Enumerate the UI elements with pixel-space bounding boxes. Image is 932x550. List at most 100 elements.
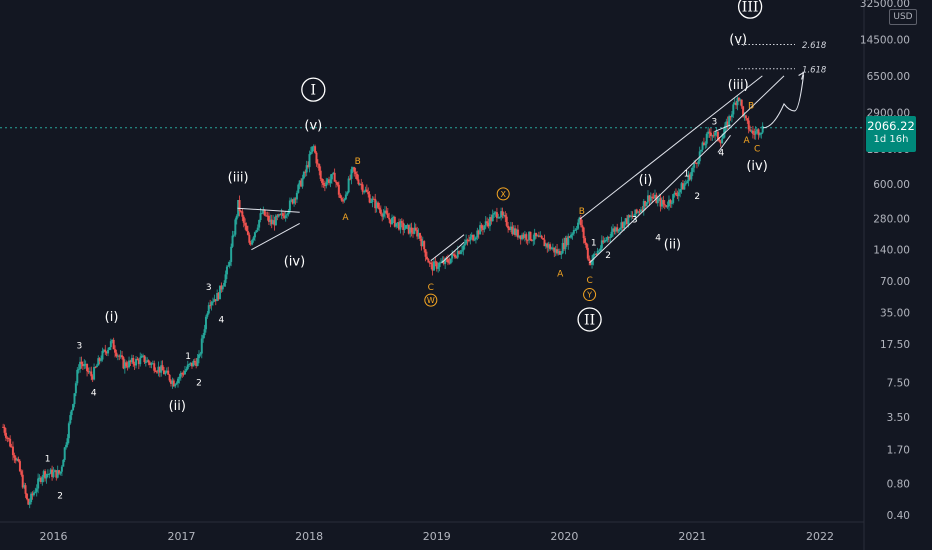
candle-body bbox=[213, 299, 216, 302]
candle-body bbox=[101, 350, 104, 360]
candle-body bbox=[93, 367, 96, 380]
wave-label-circle bbox=[577, 307, 602, 332]
candle-body bbox=[465, 239, 468, 244]
candle-body bbox=[522, 234, 525, 238]
candle-body bbox=[228, 261, 231, 266]
candle-body bbox=[336, 182, 339, 185]
candle-body bbox=[287, 210, 290, 215]
candle-body bbox=[337, 184, 340, 195]
wave-label: 2 bbox=[57, 491, 63, 501]
wave-label: (i) bbox=[639, 173, 653, 188]
candle-body bbox=[126, 366, 129, 368]
candle-body bbox=[680, 183, 683, 190]
candle-body bbox=[267, 215, 270, 222]
candle-body bbox=[458, 251, 461, 254]
candle-body bbox=[631, 215, 634, 217]
candle-body bbox=[235, 215, 238, 220]
candle-body bbox=[170, 380, 173, 384]
candle-body bbox=[9, 438, 12, 447]
candle-body bbox=[624, 218, 627, 222]
triangle-upper-line bbox=[237, 207, 300, 213]
candle-body bbox=[453, 254, 456, 258]
candle-body bbox=[540, 235, 543, 239]
candle-body bbox=[549, 244, 552, 250]
candle-body bbox=[456, 251, 459, 258]
wave-label: 2 bbox=[694, 192, 700, 202]
candle-body bbox=[311, 146, 314, 152]
candle-body bbox=[197, 354, 200, 359]
candle-body bbox=[209, 305, 212, 307]
candle-body bbox=[283, 215, 286, 219]
candle-body bbox=[726, 121, 729, 127]
candle-body bbox=[733, 102, 736, 105]
candle-body bbox=[674, 192, 677, 195]
wave-label: A bbox=[557, 270, 564, 280]
candle-body bbox=[505, 216, 508, 226]
candle-body bbox=[227, 265, 230, 267]
candle-body bbox=[561, 242, 564, 254]
candle-body bbox=[295, 192, 298, 200]
candle-body bbox=[697, 161, 700, 164]
candle-body bbox=[497, 217, 500, 219]
wave-label-circle bbox=[496, 187, 510, 201]
candle-body bbox=[72, 404, 75, 410]
candle-body bbox=[361, 184, 364, 192]
candle-body bbox=[656, 198, 659, 204]
candle-body bbox=[449, 258, 452, 264]
candle-body bbox=[421, 241, 424, 247]
candle-body bbox=[742, 106, 745, 117]
candle-body bbox=[704, 143, 707, 146]
candle-body bbox=[480, 225, 483, 229]
candle-body bbox=[398, 222, 401, 230]
candle-body bbox=[722, 133, 725, 139]
time-axis[interactable]: 2016 2017 2018 2019 2020 2021 2022 bbox=[0, 521, 864, 543]
candle-body bbox=[528, 231, 531, 241]
candle-body bbox=[123, 362, 126, 369]
candle-body bbox=[673, 192, 676, 195]
candle-body bbox=[156, 371, 159, 373]
candle-body bbox=[203, 329, 206, 336]
candle-body bbox=[476, 230, 479, 238]
candle-body bbox=[174, 384, 177, 387]
candle-body bbox=[404, 225, 407, 229]
candle-body bbox=[693, 162, 696, 168]
candle-body bbox=[638, 211, 641, 213]
candle-body bbox=[147, 360, 150, 363]
candle-body bbox=[391, 218, 394, 225]
candle-body bbox=[211, 301, 214, 303]
candle-body bbox=[711, 135, 714, 137]
candle-body bbox=[318, 164, 321, 171]
candle-body bbox=[347, 178, 350, 193]
candle-body bbox=[719, 141, 722, 144]
candle-body bbox=[479, 225, 482, 235]
candle-body bbox=[32, 492, 35, 496]
candle-body bbox=[98, 358, 101, 361]
price-axis[interactable]: 32500.0014500.006500.002900.001300.00600… bbox=[860, 0, 910, 550]
candle-body bbox=[344, 194, 347, 200]
candle-body bbox=[14, 457, 17, 461]
candle-body bbox=[707, 131, 710, 134]
candle-body bbox=[411, 232, 414, 234]
candle-body bbox=[70, 409, 73, 416]
candle-body bbox=[600, 240, 603, 249]
candle-body bbox=[676, 194, 679, 197]
candle-body bbox=[542, 238, 545, 240]
candle-body bbox=[294, 198, 297, 200]
candle-body bbox=[53, 470, 56, 472]
candle-body bbox=[695, 162, 698, 164]
candle-body bbox=[626, 218, 629, 225]
candle-body bbox=[439, 262, 442, 264]
candle-body bbox=[346, 192, 349, 195]
candle-body bbox=[396, 222, 399, 224]
wave-label: 2 bbox=[196, 378, 202, 388]
candle-body bbox=[619, 228, 622, 230]
currency-unit[interactable]: USD bbox=[889, 9, 917, 25]
candle-body bbox=[672, 194, 675, 203]
candle-body bbox=[607, 237, 610, 239]
candle-body bbox=[598, 250, 601, 252]
candle-body bbox=[488, 217, 491, 227]
candle-body bbox=[388, 217, 391, 220]
candle-body bbox=[500, 211, 503, 218]
candle-body bbox=[312, 146, 315, 148]
